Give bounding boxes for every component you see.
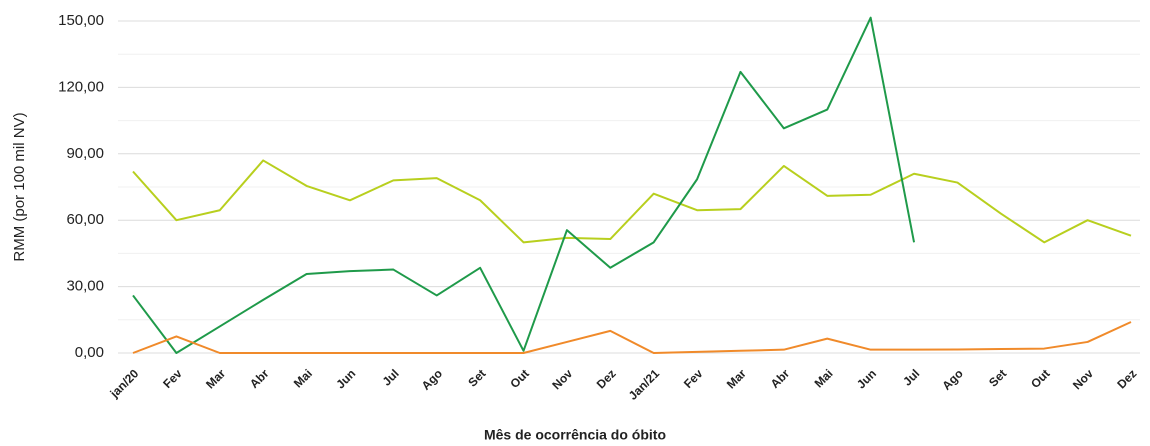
x-tick-label: Set: [986, 366, 1009, 389]
x-axis-title: Mês de ocorrência do óbito: [484, 427, 666, 443]
x-tick-label: Jun: [333, 366, 358, 391]
x-tick-label: Dez: [594, 366, 619, 391]
y-tick-label: 120,00: [58, 78, 104, 95]
x-tick-label: Nov: [549, 366, 575, 392]
x-tick-label: Dez: [1114, 366, 1139, 391]
x-tick-label: Abr: [247, 366, 272, 391]
x-tick-label: Abr: [768, 366, 793, 391]
y-axis-title: RMM (por 100 mil NV): [11, 112, 28, 261]
series-line: [132, 159, 1132, 244]
y-tick-label: 150,00: [58, 12, 104, 29]
x-tick-label: Jun: [854, 366, 879, 391]
y-tick-label: 90,00: [66, 145, 104, 162]
x-tick-label: Fev: [681, 366, 706, 391]
y-tick-label: 30,00: [66, 278, 104, 295]
x-tick-label: Set: [465, 366, 488, 389]
x-tick-label: Mar: [203, 366, 228, 391]
x-tick-label: Ago: [939, 366, 965, 392]
series-line: [132, 321, 1132, 354]
series-line: [132, 16, 916, 354]
x-tick-label: Out: [1028, 366, 1053, 391]
x-tick-label: Out: [507, 366, 532, 391]
x-tick-label: Mai: [812, 366, 836, 390]
x-tick-label: Ago: [419, 366, 445, 392]
y-tick-label: 0,00: [75, 344, 104, 361]
x-tick-label: Nov: [1070, 366, 1096, 392]
x-tick-label: Mar: [724, 366, 749, 391]
x-tick-label: Jul: [900, 366, 922, 388]
x-tick-label: Jan/21: [626, 366, 663, 403]
y-tick-label: 60,00: [66, 211, 104, 228]
x-tick-label: jan/20: [107, 366, 142, 401]
x-tick-label: Jul: [380, 366, 402, 388]
x-tick-label: Mai: [291, 366, 315, 390]
x-tick-label: Fev: [160, 366, 185, 391]
